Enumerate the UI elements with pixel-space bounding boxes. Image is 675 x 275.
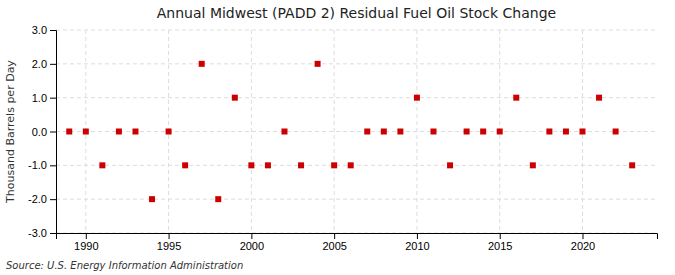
tick: 3.0 (32, 24, 56, 36)
point (364, 129, 370, 135)
tick-label: 1990 (74, 240, 98, 252)
point (298, 162, 304, 168)
point (315, 61, 321, 67)
tick-label: 3.0 (32, 24, 47, 36)
tick-label: 2005 (322, 240, 346, 252)
point (182, 162, 188, 168)
tick: 1.0 (32, 92, 56, 104)
source: Source: U.S. Energy Information Administ… (6, 260, 243, 271)
point (248, 162, 254, 168)
point (66, 129, 72, 135)
point (579, 129, 585, 135)
tick: -1.0 (28, 159, 56, 171)
tick-mark (582, 233, 583, 239)
tick-mark (334, 233, 335, 239)
grid (56, 30, 657, 233)
title: Annual Midwest (PADD 2) Residual Fuel Oi… (157, 5, 556, 21)
tick-mark (251, 233, 252, 239)
tick-label: 2010 (405, 240, 429, 252)
tick-label: 1995 (157, 240, 181, 252)
grid-line (56, 165, 657, 166)
tick: 2020 (571, 233, 595, 252)
x-axis: 1990 1995 2000 2005 2010 2015 2020 (57, 233, 658, 252)
point (613, 129, 619, 135)
chart: 1990 1995 2000 2005 2010 2015 2020 -3.0 -2.0 -1.0… (0, 0, 675, 275)
tick-label: -3.0 (28, 227, 47, 239)
tick-label: 0.0 (32, 126, 47, 138)
point (265, 162, 271, 168)
tick-mark (50, 30, 56, 31)
tick-mark (417, 233, 418, 239)
point (563, 129, 569, 135)
point (480, 129, 486, 135)
point (331, 162, 337, 168)
tick-label: -2.0 (28, 193, 47, 205)
tick: 2000 (240, 233, 264, 252)
point (629, 162, 635, 168)
point (596, 95, 602, 101)
tick-label: 2.0 (32, 58, 47, 70)
tick-label: -1.0 (28, 159, 47, 171)
axis-line (57, 234, 658, 240)
tick-mark (50, 98, 56, 99)
grid-line (56, 97, 657, 98)
tick-label: 2000 (240, 240, 264, 252)
grid-line (251, 30, 252, 233)
point (497, 129, 503, 135)
tick-mark (50, 233, 56, 234)
point (99, 162, 105, 168)
point (166, 129, 172, 135)
tick-mark (500, 233, 501, 239)
tick-mark (50, 64, 56, 65)
tick-label: 2020 (571, 240, 595, 252)
tick: 0.0 (32, 126, 56, 138)
tick: 2010 (405, 233, 429, 252)
point (513, 95, 519, 101)
tick: -3.0 (28, 227, 56, 239)
point (232, 95, 238, 101)
point (348, 162, 354, 168)
point (199, 61, 205, 67)
tick-mark (50, 165, 56, 166)
grid-line (334, 30, 335, 233)
y-axis-title: Thousand Barrels per Day (4, 60, 17, 204)
point (546, 129, 552, 135)
point (414, 95, 420, 101)
plot-area: 1990 1995 2000 2005 2010 2015 2020 -3.0 -2.0 -1.0… (28, 24, 657, 252)
points (66, 61, 635, 202)
tick-mark (50, 199, 56, 200)
point (116, 129, 122, 135)
grid-line (56, 30, 657, 31)
tick-label: 2015 (488, 240, 512, 252)
point (83, 129, 89, 135)
tick: 1990 (74, 233, 98, 252)
y-axis: -3.0 -2.0 -1.0 0.0 1.0 2.0 3.0 (28, 24, 56, 239)
point (430, 129, 436, 135)
point (530, 162, 536, 168)
tick: 2005 (322, 233, 346, 252)
tick: -2.0 (28, 193, 56, 205)
axis-line (50, 31, 57, 234)
tick: 2015 (488, 233, 512, 252)
point (281, 129, 287, 135)
tick-mark (169, 233, 170, 239)
point (132, 129, 138, 135)
point (464, 129, 470, 135)
tick: 2.0 (32, 58, 56, 70)
point (447, 162, 453, 168)
point (381, 129, 387, 135)
grid-line (56, 63, 657, 64)
tick-label: 1.0 (32, 92, 47, 104)
tick-mark (86, 233, 87, 239)
tick: 1995 (157, 233, 181, 252)
grid-line (56, 199, 657, 200)
point (215, 196, 221, 202)
point (149, 196, 155, 202)
point (397, 129, 403, 135)
tick-mark (50, 132, 56, 133)
